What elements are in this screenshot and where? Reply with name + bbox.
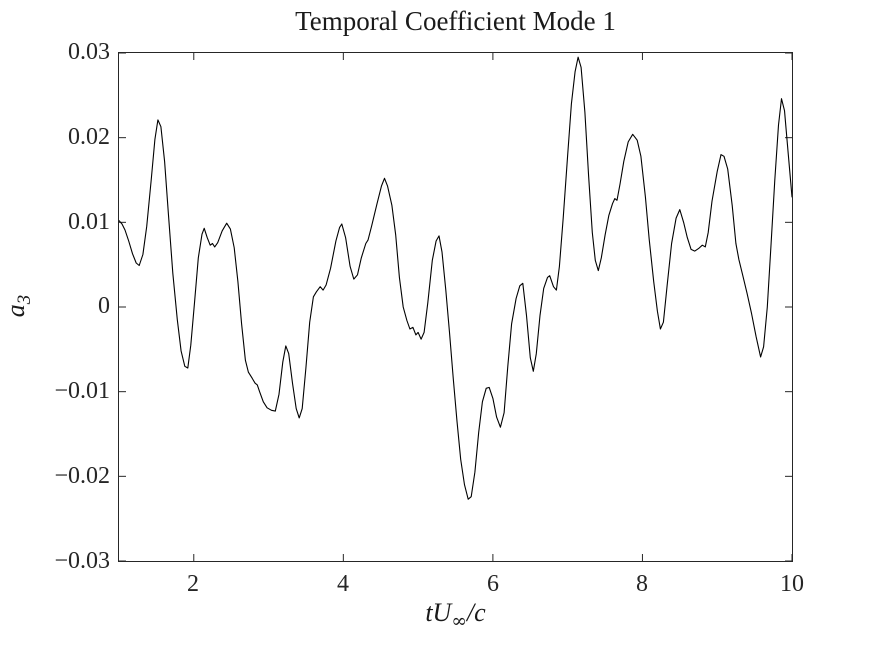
x-axis-label: tU∞/c xyxy=(118,598,793,631)
x-axis-label-base: tU xyxy=(425,598,452,627)
line-chart xyxy=(119,53,792,561)
x-tick-label: 6 xyxy=(487,571,499,597)
y-tick-label: −0.02 xyxy=(54,463,110,489)
signal-line xyxy=(119,56,792,500)
x-axis-label-rest: /c xyxy=(466,598,486,627)
x-tick-label: 2 xyxy=(187,571,199,597)
x-tick-label: 8 xyxy=(636,571,648,597)
y-tick-label: −0.01 xyxy=(54,378,110,404)
plot-area xyxy=(118,52,793,562)
y-tick-label: 0.03 xyxy=(68,39,110,65)
x-tick-label: 10 xyxy=(780,571,804,597)
y-tick-label: 0 xyxy=(98,293,110,319)
x-axis-label-infinity-subscript: ∞ xyxy=(451,611,467,633)
y-tick-label: 0.01 xyxy=(68,209,110,235)
y-tick-label: −0.03 xyxy=(54,548,110,574)
y-tick-label: 0.02 xyxy=(68,124,110,150)
x-tick-label: 4 xyxy=(337,571,349,597)
plot-title: Temporal Coefficient Mode 1 xyxy=(295,6,616,36)
